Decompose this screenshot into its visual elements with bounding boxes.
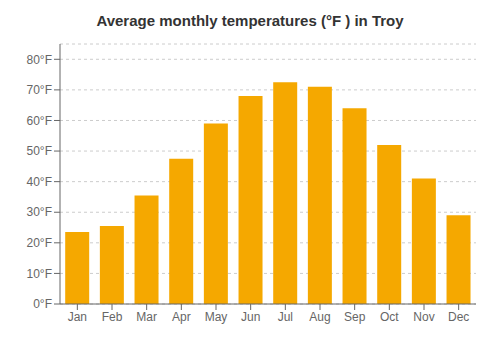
svg-text:40°F: 40°F	[27, 175, 52, 189]
html-text:Average monthly temperatures (: Average monthly temperatures (°F ) in Tr…	[96, 12, 404, 29]
svg-text:May: May	[205, 310, 228, 324]
svg-text:Aug: Aug	[309, 310, 330, 324]
svg-text:60°F: 60°F	[27, 114, 52, 128]
svg-text:Jan: Jan	[68, 310, 87, 324]
svg-text:Jun: Jun	[241, 310, 260, 324]
svg-text:Sep: Sep	[344, 310, 366, 324]
svg-text:Feb: Feb	[102, 310, 123, 324]
svg-text:Mar: Mar	[136, 310, 157, 324]
svg-text:Jul: Jul	[278, 310, 293, 324]
svg-text:Oct: Oct	[380, 310, 399, 324]
svg-text:70°F: 70°F	[27, 83, 52, 97]
svg-text:Apr: Apr	[172, 310, 191, 324]
svg-text:30°F: 30°F	[27, 205, 52, 219]
svg-text:80°F: 80°F	[27, 53, 52, 67]
svg-text:0°F: 0°F	[33, 297, 52, 311]
svg-text:Dec: Dec	[448, 310, 469, 324]
svg-text:50°F: 50°F	[27, 144, 52, 158]
svg-text:20°F: 20°F	[27, 236, 52, 250]
svg-text:10°F: 10°F	[27, 267, 52, 281]
svg-text:Nov: Nov	[413, 310, 434, 324]
